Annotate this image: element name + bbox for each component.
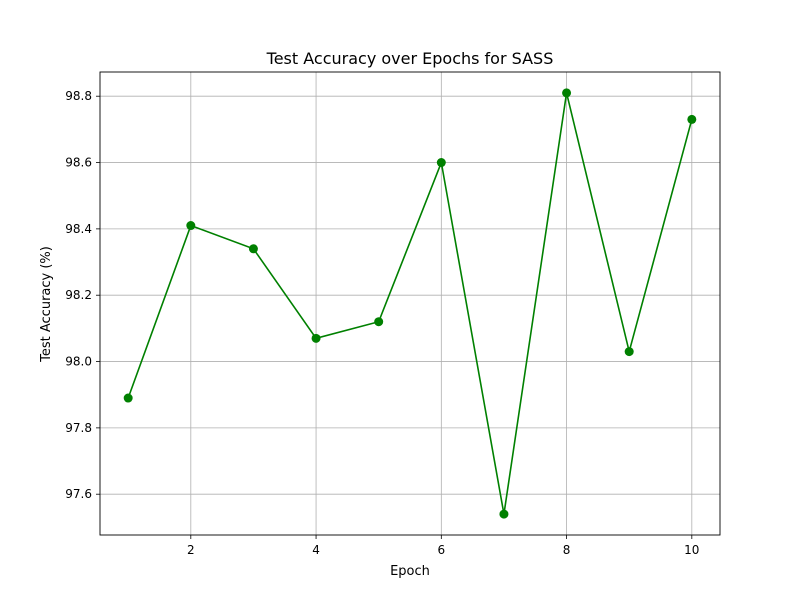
data-point bbox=[624, 347, 634, 357]
data-point bbox=[311, 333, 321, 343]
data-point bbox=[186, 221, 196, 231]
y-tick-label: 98.8 bbox=[65, 89, 92, 103]
data-point bbox=[436, 158, 446, 168]
y-tick-label: 98.6 bbox=[65, 156, 92, 170]
series-layer bbox=[123, 88, 697, 519]
data-point bbox=[687, 114, 697, 124]
y-tick-label: 97.6 bbox=[65, 487, 92, 501]
series-line bbox=[127, 92, 693, 515]
y-axis-label: Test Accuracy (%) bbox=[39, 246, 54, 363]
y-tick-label: 98.4 bbox=[65, 222, 92, 236]
plot-frame bbox=[99, 71, 721, 536]
data-point bbox=[499, 509, 509, 519]
axes-layer: 2 4 6 8 10 97.6 97.8 98.0 98.2 98.4 98.6 98.8 bbox=[65, 71, 721, 557]
y-tick-label: 98.0 bbox=[65, 355, 92, 369]
x-tick-label: 10 bbox=[684, 543, 699, 557]
y-tick-label: 98.2 bbox=[65, 288, 92, 302]
grid-layer bbox=[100, 72, 720, 535]
data-point bbox=[123, 393, 133, 403]
data-point bbox=[248, 244, 258, 254]
x-axis-label: Epoch bbox=[390, 564, 430, 579]
data-point bbox=[562, 88, 572, 98]
x-tick-label: 4 bbox=[312, 543, 320, 557]
chart-title: Test Accuracy over Epochs for SASS bbox=[266, 49, 554, 68]
x-tick-label: 6 bbox=[437, 543, 445, 557]
x-tick-label: 2 bbox=[187, 543, 195, 557]
data-point bbox=[374, 317, 384, 327]
x-tick-label: 8 bbox=[563, 543, 571, 557]
y-tick-label: 97.8 bbox=[65, 421, 92, 435]
